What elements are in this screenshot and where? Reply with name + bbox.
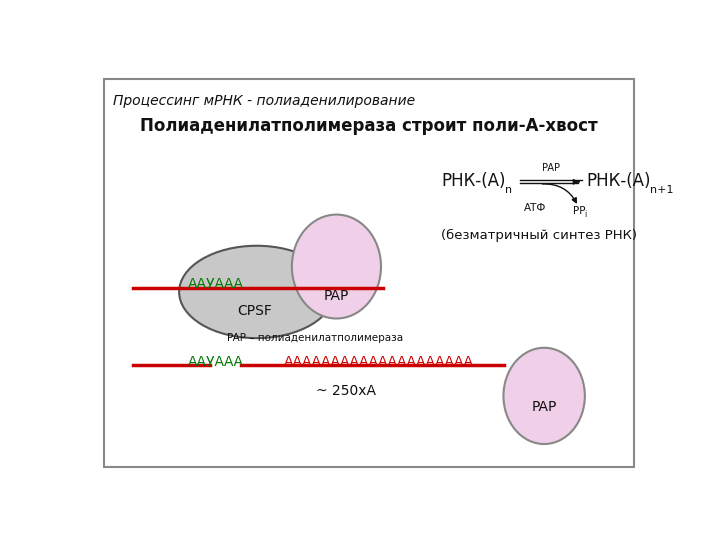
Text: РР: РР <box>573 206 585 217</box>
Text: n: n <box>505 185 513 194</box>
Ellipse shape <box>179 246 334 338</box>
Text: n+1: n+1 <box>650 185 674 194</box>
Text: ~ 250хА: ~ 250хА <box>316 384 376 399</box>
Ellipse shape <box>292 214 381 319</box>
Text: i: i <box>585 210 587 219</box>
Ellipse shape <box>503 348 585 444</box>
Text: Полиаденилатполимераза строит поли-А-хвост: Полиаденилатполимераза строит поли-А-хво… <box>140 117 598 135</box>
Text: РНК-(А): РНК-(А) <box>586 172 650 191</box>
Text: АТФ: АТФ <box>524 204 546 213</box>
Text: ААУААА: ААУААА <box>189 277 244 291</box>
Text: PAP – полиаденилатполимераза: PAP – полиаденилатполимераза <box>227 333 402 343</box>
Text: РНК-(А): РНК-(А) <box>441 172 505 191</box>
Text: CPSF: CPSF <box>238 304 272 318</box>
Text: PAP: PAP <box>542 163 560 173</box>
Text: PAP: PAP <box>531 401 557 415</box>
Text: (безматричный синтез РНК): (безматричный синтез РНК) <box>441 229 637 242</box>
Text: Процессинг мРНК - полиаденилирование: Процессинг мРНК - полиаденилирование <box>113 94 415 108</box>
Text: PAP: PAP <box>324 289 349 303</box>
Text: АААААААААААААААААААА: АААААААААААААААААААА <box>284 355 474 369</box>
Text: ААУААА: ААУААА <box>189 355 244 369</box>
